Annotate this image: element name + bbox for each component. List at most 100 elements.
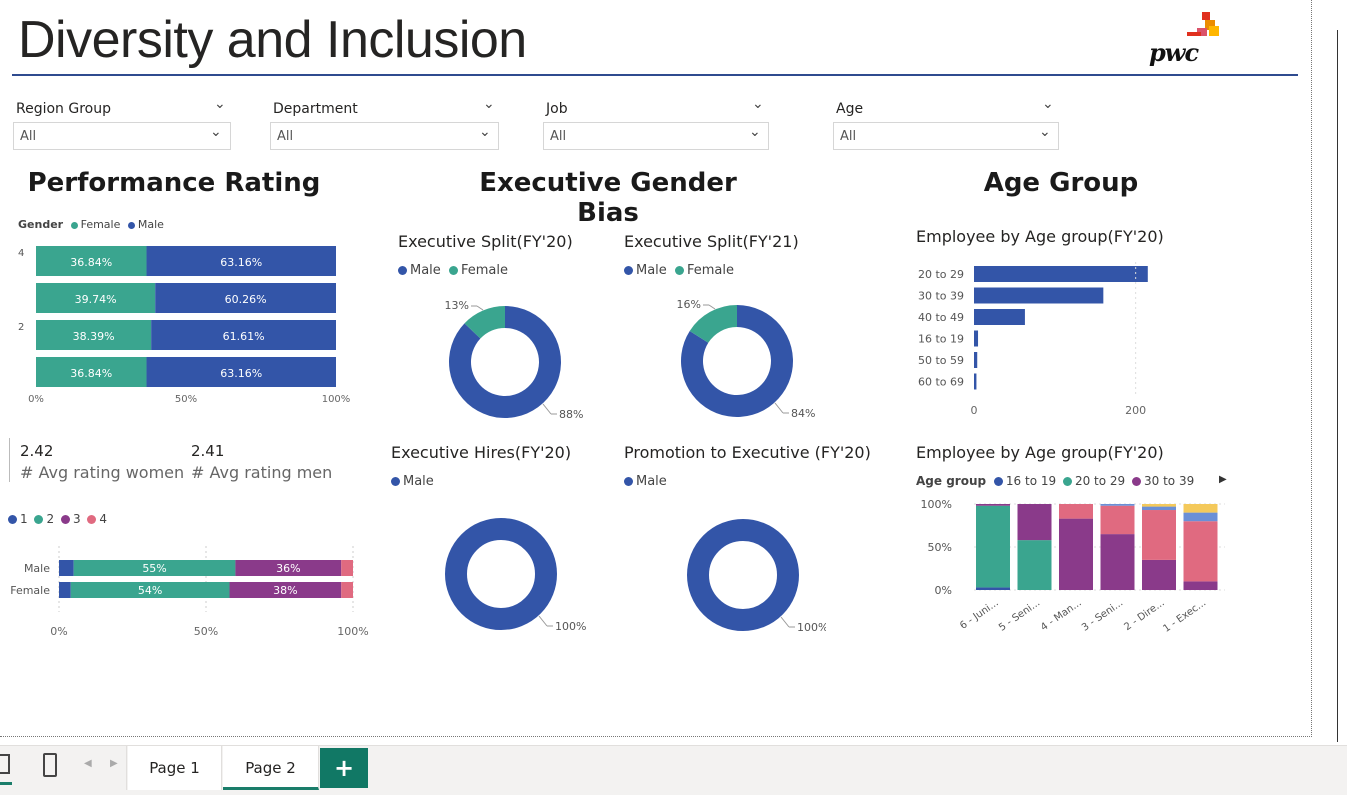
- tab-page-1[interactable]: Page 1: [128, 746, 222, 790]
- leader-line: [781, 617, 789, 627]
- slicer-dropdown[interactable]: All ⌄: [270, 122, 499, 150]
- legend-label: 4: [99, 512, 107, 526]
- tick-label: 100%: [921, 498, 952, 511]
- data-label: 88%: [559, 408, 583, 421]
- title-divider: [12, 74, 1298, 76]
- tick-label: 200: [1125, 404, 1146, 417]
- leader-line: [775, 403, 783, 413]
- tick-label: 0%: [28, 394, 44, 405]
- prev-page-icon[interactable]: ◀: [84, 758, 92, 769]
- bar-segment: [59, 582, 71, 598]
- leader-line: [709, 305, 715, 309]
- bar-segment: [976, 504, 1010, 506]
- bar-segment: [1101, 504, 1135, 506]
- donut-title: Executive Split(FY'20): [398, 232, 573, 251]
- kpi-label-men: # Avg rating men: [191, 463, 332, 482]
- category-label: 1 - Exec...: [1161, 597, 1208, 634]
- donut-title: Promotion to Executive (FY'20): [624, 443, 871, 462]
- tab-page-2[interactable]: Page 2: [223, 746, 319, 790]
- chevron-down-icon[interactable]: ⌄: [752, 96, 764, 112]
- performance-rating-chart: 36.84% 63.16%439.74% 60.26%38.39% 61.61%236…: [10, 240, 370, 412]
- legend-title: Age group: [916, 474, 986, 488]
- legend-dot-20-29: [1063, 477, 1072, 486]
- section-title-gender-bias: Executive Gender Bias: [458, 168, 758, 228]
- desktop-view-icon[interactable]: [0, 754, 10, 774]
- rating-legend: 1 2 3 4: [8, 512, 107, 526]
- employee-by-age-bar-chart: 20 to 29 30 to 39 40 to 49 16 to 19 50 to 59…: [906, 258, 1196, 422]
- slicer-dropdown[interactable]: All ⌄: [543, 122, 769, 150]
- legend-dot-3: [61, 515, 70, 524]
- data-label: 55%: [142, 562, 166, 575]
- bar-segment: [341, 582, 353, 598]
- slicer-dropdown[interactable]: All ⌄: [833, 122, 1059, 150]
- bar-segment: [1142, 504, 1176, 507]
- pane-divider: [1337, 30, 1338, 742]
- data-label: 100%: [797, 621, 826, 634]
- data-label: 100%: [555, 620, 586, 633]
- add-page-button[interactable]: +: [320, 748, 368, 788]
- legend-label: 30 to 39: [1144, 474, 1194, 488]
- chevron-down-icon: ⌄: [1039, 124, 1051, 140]
- data-label: 38%: [273, 584, 297, 597]
- data-label: 61.61%: [223, 330, 265, 343]
- tick-label: 100%: [322, 394, 351, 405]
- bar-segment: [976, 506, 1010, 588]
- tab-separator: [126, 746, 127, 790]
- data-label: 63.16%: [220, 367, 262, 380]
- legend-dot-male: [128, 222, 135, 229]
- legend-label: 1: [20, 512, 28, 526]
- mobile-view-icon[interactable]: [43, 753, 57, 777]
- slicer-label: Department: [273, 101, 358, 117]
- slicer-label: Job: [546, 101, 568, 117]
- bar-segment: [1059, 519, 1093, 590]
- legend-dot-2: [34, 515, 43, 524]
- slicer-job[interactable]: Job ⌄ All ⌄: [546, 98, 768, 117]
- age-bar-title: Employee by Age group(FY'20): [916, 227, 1164, 246]
- row-label: Male: [24, 562, 50, 575]
- data-label: 36%: [276, 562, 300, 575]
- tick-label: 0: [971, 404, 978, 417]
- donut-legend: Male Female: [398, 263, 508, 278]
- bar-segment: [1142, 510, 1176, 560]
- legend-label: Female: [687, 263, 734, 278]
- slicer-dropdown[interactable]: All ⌄: [13, 122, 231, 150]
- bar-segment: [1184, 521, 1218, 581]
- slicer-department[interactable]: Department ⌄ All ⌄: [273, 98, 499, 117]
- right-pane-strip: [1313, 0, 1347, 745]
- slicer-age[interactable]: Age ⌄ All ⌄: [836, 98, 1058, 117]
- legend-dot-16-19: [994, 477, 1003, 486]
- bar-segment: [1101, 534, 1135, 590]
- legend-label: Male: [636, 263, 667, 278]
- data-label: 36.84%: [70, 256, 112, 269]
- tick-label: 0%: [50, 625, 67, 638]
- data-label: 38.39%: [73, 330, 115, 343]
- category-label: 50 to 59: [918, 354, 964, 367]
- legend-label: 2: [46, 512, 54, 526]
- legend-next-arrow-icon[interactable]: ▶: [1219, 474, 1227, 485]
- bar: [974, 331, 978, 347]
- next-page-icon[interactable]: ▶: [110, 758, 118, 769]
- bar-segment: [1018, 540, 1052, 590]
- donut-legend: Male: [624, 474, 667, 489]
- chevron-down-icon[interactable]: ⌄: [1042, 96, 1054, 112]
- chevron-down-icon: ⌄: [479, 124, 491, 140]
- chevron-down-icon[interactable]: ⌄: [483, 96, 495, 112]
- legend-dot-1: [8, 515, 17, 524]
- legend-dot-female: [675, 266, 684, 275]
- bar-segment: [1142, 507, 1176, 510]
- view-indicator: [0, 782, 12, 785]
- legend-dot-4: [87, 515, 96, 524]
- legend-dot-male: [391, 477, 400, 486]
- tick-label: 0%: [935, 584, 952, 597]
- row-label: 4: [18, 248, 24, 259]
- age-stacked-title: Employee by Age group(FY'20): [916, 443, 1164, 462]
- slicer-value: All: [20, 129, 36, 144]
- employee-by-age-stacked-chart: 0%50%100%6 - Juni...5 - Seni...4 - Man..…: [906, 494, 1226, 634]
- slicer-region-group[interactable]: Region Group ⌄ All ⌄: [16, 98, 232, 117]
- category-label: 6 - Juni...: [958, 597, 1001, 631]
- page-tabs-bar: ◀ ▶ Page 1 Page 2 +: [0, 745, 1347, 795]
- bar: [974, 309, 1025, 325]
- executive-split-fy20-donut: 88% 13%: [420, 292, 590, 432]
- chevron-down-icon[interactable]: ⌄: [214, 96, 226, 112]
- kpi-value-men: 2.41: [191, 442, 224, 460]
